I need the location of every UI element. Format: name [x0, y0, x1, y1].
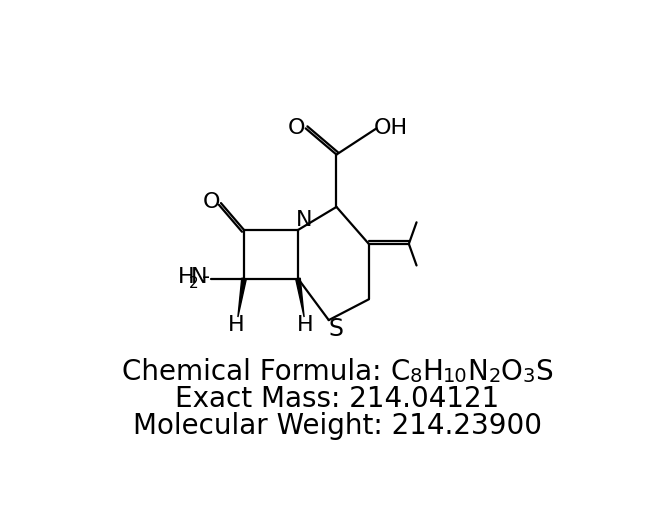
Text: Chemical Formula:: Chemical Formula: [122, 358, 390, 386]
Text: N: N [191, 267, 208, 287]
Text: O: O [288, 118, 305, 138]
Text: -: - [202, 267, 211, 287]
Text: 2: 2 [188, 276, 198, 291]
Text: 10: 10 [443, 367, 468, 386]
Text: S: S [535, 358, 553, 386]
Text: N: N [296, 210, 313, 230]
Text: C: C [390, 358, 410, 386]
Text: S: S [329, 318, 344, 341]
Text: 8: 8 [410, 367, 422, 386]
Polygon shape [238, 278, 246, 317]
Text: 3: 3 [522, 367, 535, 386]
Text: O: O [501, 358, 522, 386]
Text: OH: OH [373, 118, 407, 138]
Text: H: H [422, 358, 443, 386]
Text: Molecular Weight: 214.23900: Molecular Weight: 214.23900 [133, 412, 542, 440]
Text: O: O [203, 192, 220, 212]
Text: H: H [178, 267, 195, 287]
Text: H: H [228, 315, 245, 335]
Text: H: H [297, 315, 314, 335]
Polygon shape [295, 278, 304, 317]
Text: Exact Mass: 214.04121: Exact Mass: 214.04121 [175, 385, 499, 413]
Text: N: N [468, 358, 488, 386]
Text: 2: 2 [488, 367, 501, 386]
